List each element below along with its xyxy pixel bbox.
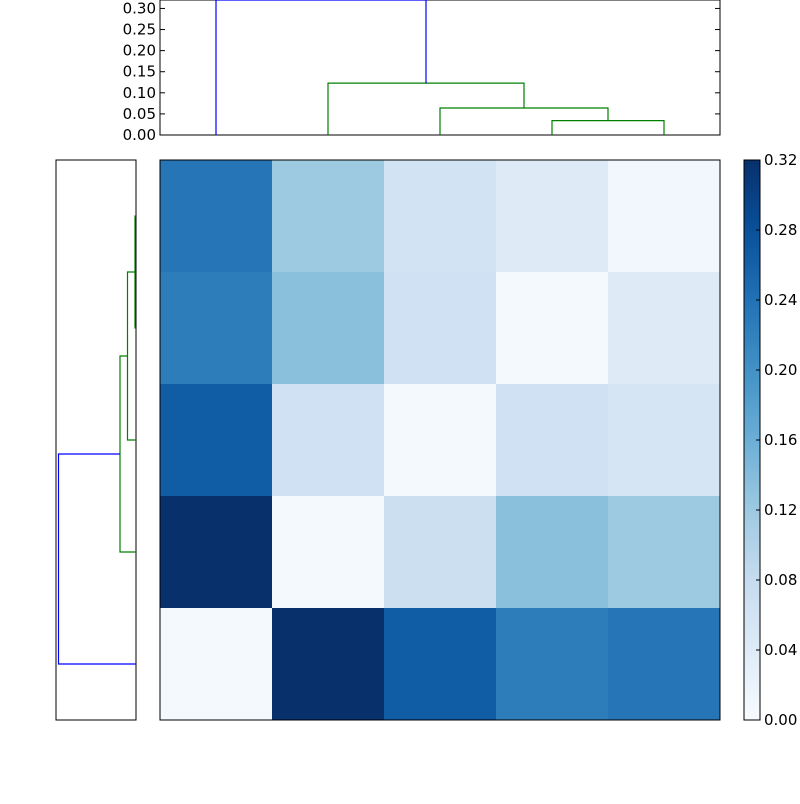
heatmap — [159, 159, 721, 721]
top-dendrogram-link — [551, 120, 665, 135]
heatmap-cell — [272, 272, 385, 385]
heatmap-cell — [384, 496, 497, 609]
colorbar: 0.00 0.04 0.08 0.12 0.16 0.20 0.24 0.28 0.32 — [743, 151, 797, 729]
colorbar-tick-label: 0.12 — [764, 501, 797, 519]
colorbar-tick-label: 0.16 — [764, 431, 797, 449]
top-dendrogram-ytick-label: 0.25 — [123, 21, 156, 39]
heatmap-cell — [608, 160, 721, 273]
left-dendrogram-frame — [55, 159, 137, 721]
heatmap-cell — [496, 496, 609, 609]
top-dendrogram: 0.00 0.05 0.10 0.15 0.20 0.25 0.30 — [123, 0, 721, 144]
heatmap-cell — [160, 272, 273, 385]
top-dendrogram-ytick-label: 0.05 — [123, 105, 156, 123]
colorbar-tick-label: 0.24 — [764, 291, 797, 309]
heatmap-cell — [384, 272, 497, 385]
heatmap-cell — [608, 496, 721, 609]
colorbar-tick-label: 0.32 — [764, 151, 797, 169]
left-dendrogram — [55, 159, 137, 721]
heatmap-cell — [384, 160, 497, 273]
heatmap-cell — [608, 384, 721, 497]
heatmap-cell — [496, 384, 609, 497]
top-dendrogram-ytick-label: 0.00 — [123, 126, 156, 144]
left-dendrogram-link — [57, 453, 136, 665]
heatmap-cell — [160, 608, 273, 721]
heatmap-cell — [272, 384, 385, 497]
heatmap-cell — [496, 608, 609, 721]
top-dendrogram-ytick-label: 0.30 — [123, 0, 156, 17]
heatmap-cell — [608, 272, 721, 385]
heatmap-cell — [160, 496, 273, 609]
heatmap-cell — [496, 272, 609, 385]
top-dendrogram-link — [327, 82, 525, 135]
heatmap-cell — [272, 160, 385, 273]
colorbar-tick-label: 0.20 — [764, 361, 797, 379]
top-dendrogram-ytick-label: 0.15 — [123, 63, 156, 81]
heatmap-cell — [160, 160, 273, 273]
top-dendrogram-link — [439, 107, 609, 135]
colorbar-tick-label: 0.28 — [764, 221, 797, 239]
top-dendrogram-ytick-label: 0.20 — [123, 42, 156, 60]
top-dendrogram-ytick-label: 0.10 — [123, 84, 156, 102]
top-dendrogram-link — [215, 0, 427, 135]
colorbar-tick-label: 0.00 — [764, 711, 797, 729]
heatmap-cell — [496, 160, 609, 273]
heatmap-frame — [159, 159, 721, 721]
colorbar-tick-label: 0.04 — [764, 641, 797, 659]
heatmap-cell — [160, 384, 273, 497]
heatmap-cell — [272, 496, 385, 609]
heatmap-cell — [384, 384, 497, 497]
heatmap-cell — [608, 608, 721, 721]
heatmap-cell — [272, 608, 385, 721]
colorbar-tick-label: 0.08 — [764, 571, 797, 589]
heatmap-cell — [384, 608, 497, 721]
